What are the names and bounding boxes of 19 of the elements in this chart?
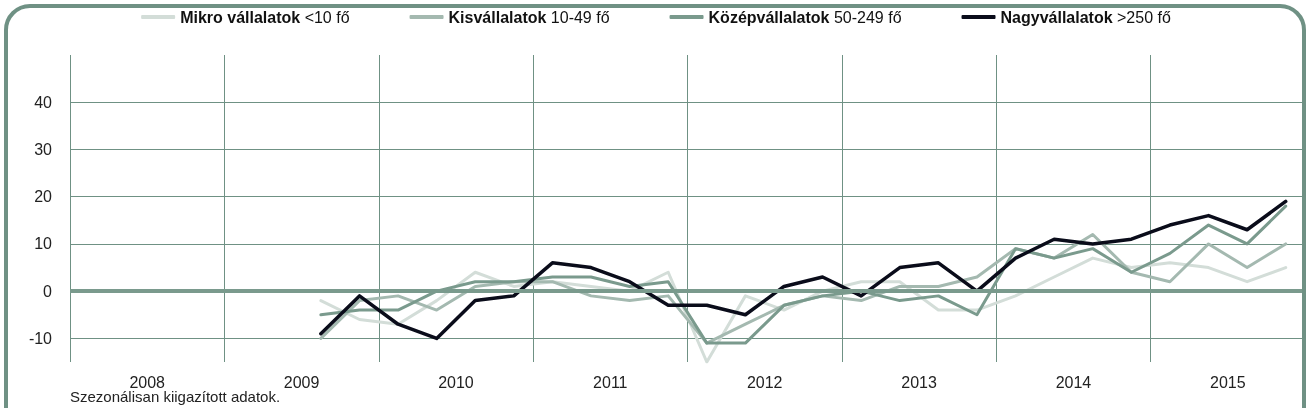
legend-label: Nagyvállalatok >250 fő [1000, 8, 1171, 26]
y-tick-label: 0 [43, 282, 53, 300]
x-tick-label: 2013 [901, 373, 937, 391]
legend-label: Kisvállalatok 10-49 fő [448, 8, 610, 26]
y-tick-label: 40 [34, 93, 53, 111]
y-tick-label: 10 [34, 235, 53, 253]
text: Szezonálisan kiigazított adatok. [70, 388, 281, 405]
x-tick-label: 2012 [746, 373, 783, 391]
x-tick-label: 2010 [438, 373, 474, 391]
x-tick-label: 2008 [129, 373, 166, 391]
y-tick-label: -10 [28, 329, 53, 347]
x-tick-label: 2011 [593, 373, 628, 391]
legend-label: Mikro vállalatok <10 fő [180, 8, 350, 26]
y-tick-label: 30 [34, 140, 53, 158]
legend-label: Középvállalatok 50-249 fő [708, 8, 902, 26]
x-tick-label: 2014 [1055, 373, 1092, 391]
x-tick-label: 2009 [283, 373, 320, 391]
y-tick-label: 20 [34, 188, 53, 206]
x-tick-label: 2015 [1210, 373, 1246, 391]
